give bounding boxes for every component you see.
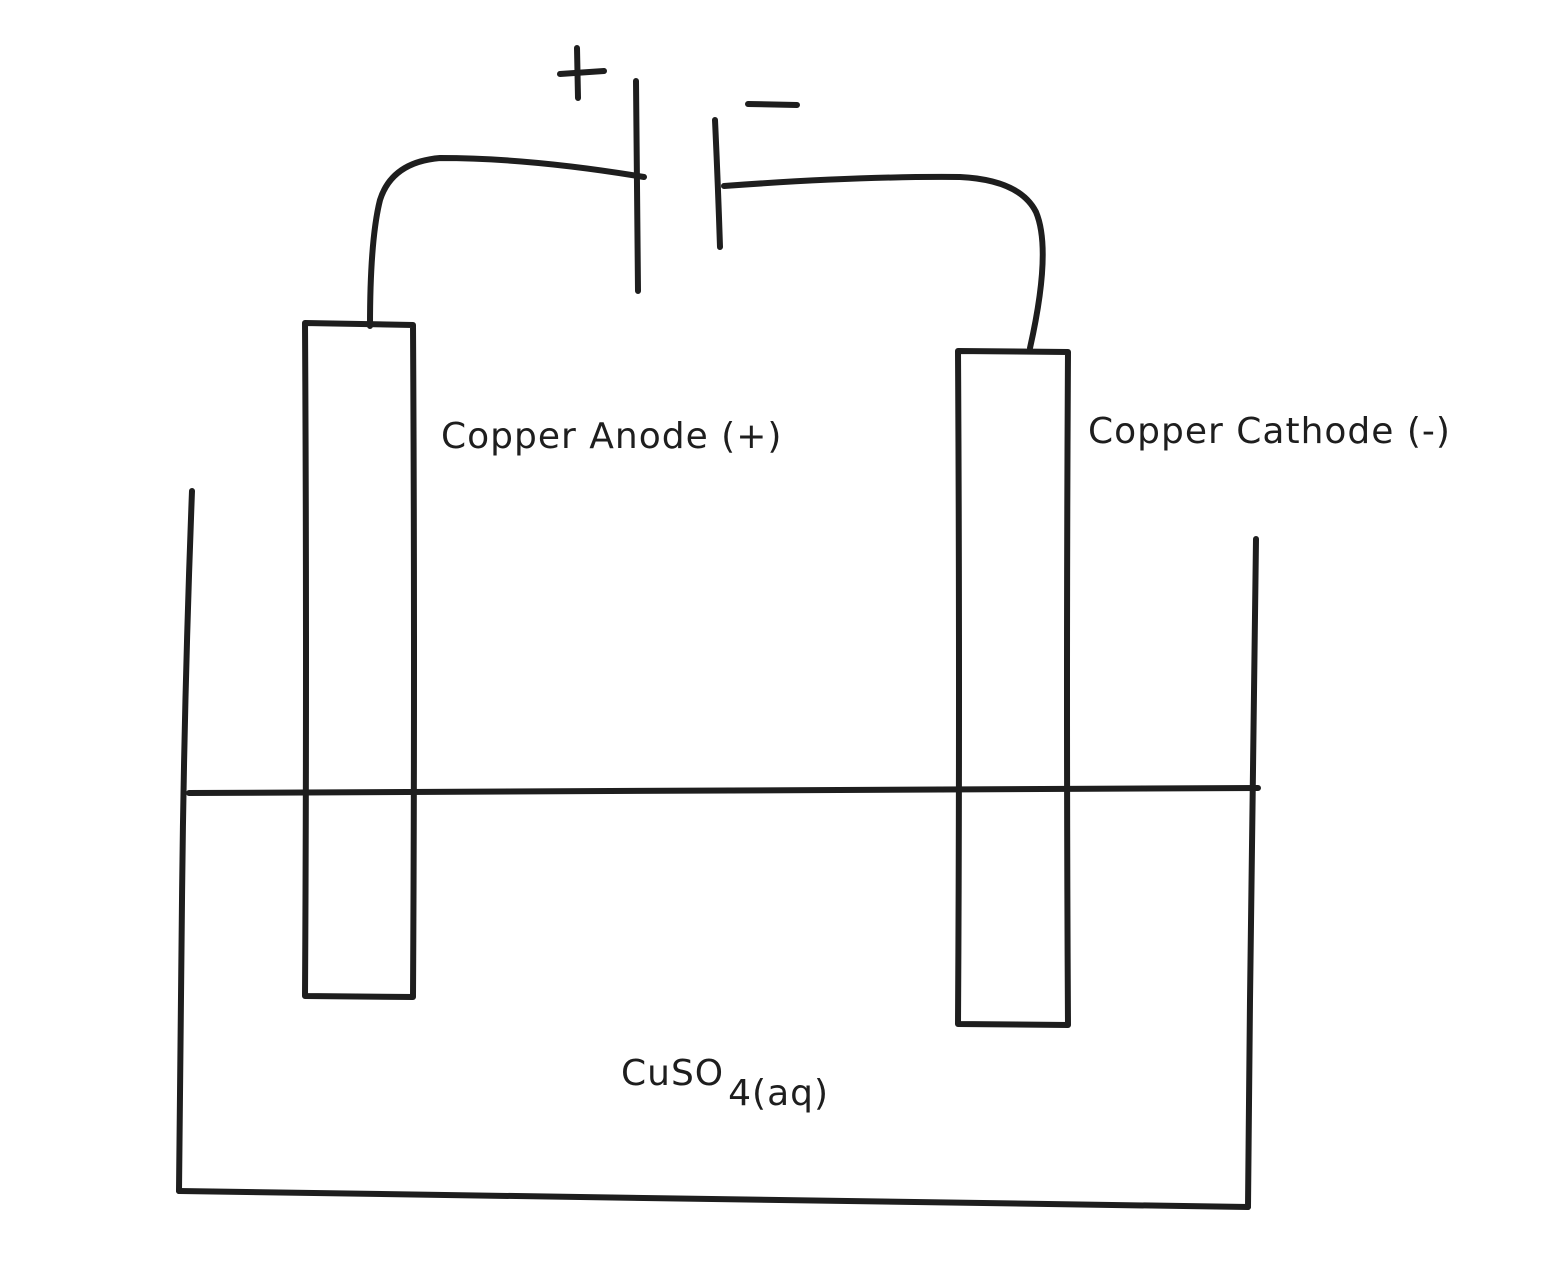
beaker-wall-right [1245,536,1259,1210]
wire-anode-to-battery [367,155,647,329]
electrolyte-subscript: 4(aq) [728,1073,829,1114]
wire-battery-to-cathode [721,173,1046,351]
anode-label: Copper Anode (+) [441,416,782,457]
electrolyte-surface-line [186,785,1261,796]
anode-electrode [302,320,417,1000]
beaker [176,488,1259,1210]
electrolyte-label: CuSO 4(aq) [621,1053,829,1114]
negative-symbol-icon [745,101,800,108]
battery-negative-plate [712,117,723,250]
battery-positive-plate [633,78,641,294]
cathode-label: Copper Cathode (-) [1088,411,1451,452]
electrolyte-formula: CuSO [621,1053,724,1094]
beaker-wall-left [176,488,195,1194]
positive-symbol-icon [557,45,607,101]
cathode-electrode [955,348,1071,1028]
beaker-bottom [176,1188,1251,1210]
